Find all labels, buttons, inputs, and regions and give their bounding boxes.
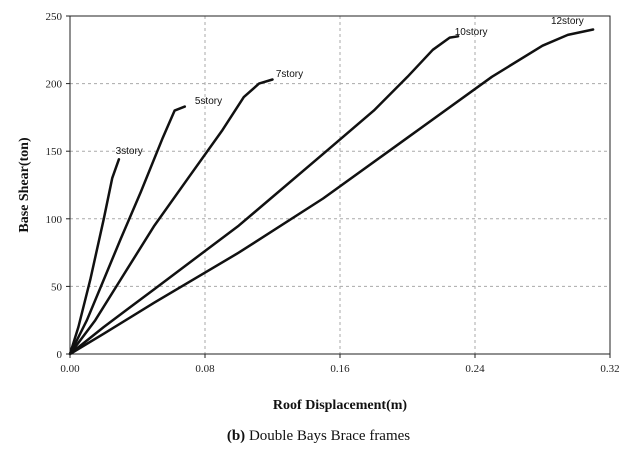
y-tick-label: 50 [51, 281, 63, 293]
series-label-3story: 3story [116, 146, 143, 157]
series-labels: 3story 5story 7story 10story 12story [116, 16, 584, 157]
x-tick-label: 0.32 [600, 363, 619, 375]
series-label-10story: 10story [455, 27, 488, 38]
y-tick-label: 250 [46, 11, 63, 23]
series-label-12story: 12story [551, 16, 584, 27]
y-tick-label: 200 [46, 79, 63, 91]
chart: 0.00 0.08 0.16 0.24 0.32 0 50 100 150 200 250 3sto… [17, 11, 620, 413]
caption-text: Double Bays Brace frames [245, 428, 411, 444]
series-line-7story [68, 78, 274, 356]
series-line-3story [68, 158, 121, 356]
x-tick-label: 0.24 [465, 363, 485, 375]
x-tick-label: 0.08 [195, 363, 215, 375]
series-label-7story: 7story [276, 69, 303, 80]
tick-labels: 0.00 0.08 0.16 0.24 0.32 0 50 100 150 200 250 [46, 11, 620, 375]
series-lines [68, 28, 595, 356]
x-axis-title: Roof Displacement(m) [273, 398, 407, 413]
y-tick-label: 100 [46, 214, 63, 226]
series-line-5story [68, 105, 187, 356]
x-tick-label: 0.00 [60, 363, 80, 375]
series-line-12story [68, 28, 595, 356]
y-tick-label: 0 [57, 349, 63, 361]
y-axis-title: Base Shear(ton) [17, 137, 32, 233]
series-label-5story: 5story [195, 96, 222, 107]
y-tick-label: 150 [46, 146, 63, 158]
figure-caption: (b) Double Bays Brace frames [0, 428, 637, 445]
x-tick-label: 0.16 [330, 363, 350, 375]
caption-prefix: (b) [226, 428, 246, 444]
series-line-10story [68, 35, 460, 356]
